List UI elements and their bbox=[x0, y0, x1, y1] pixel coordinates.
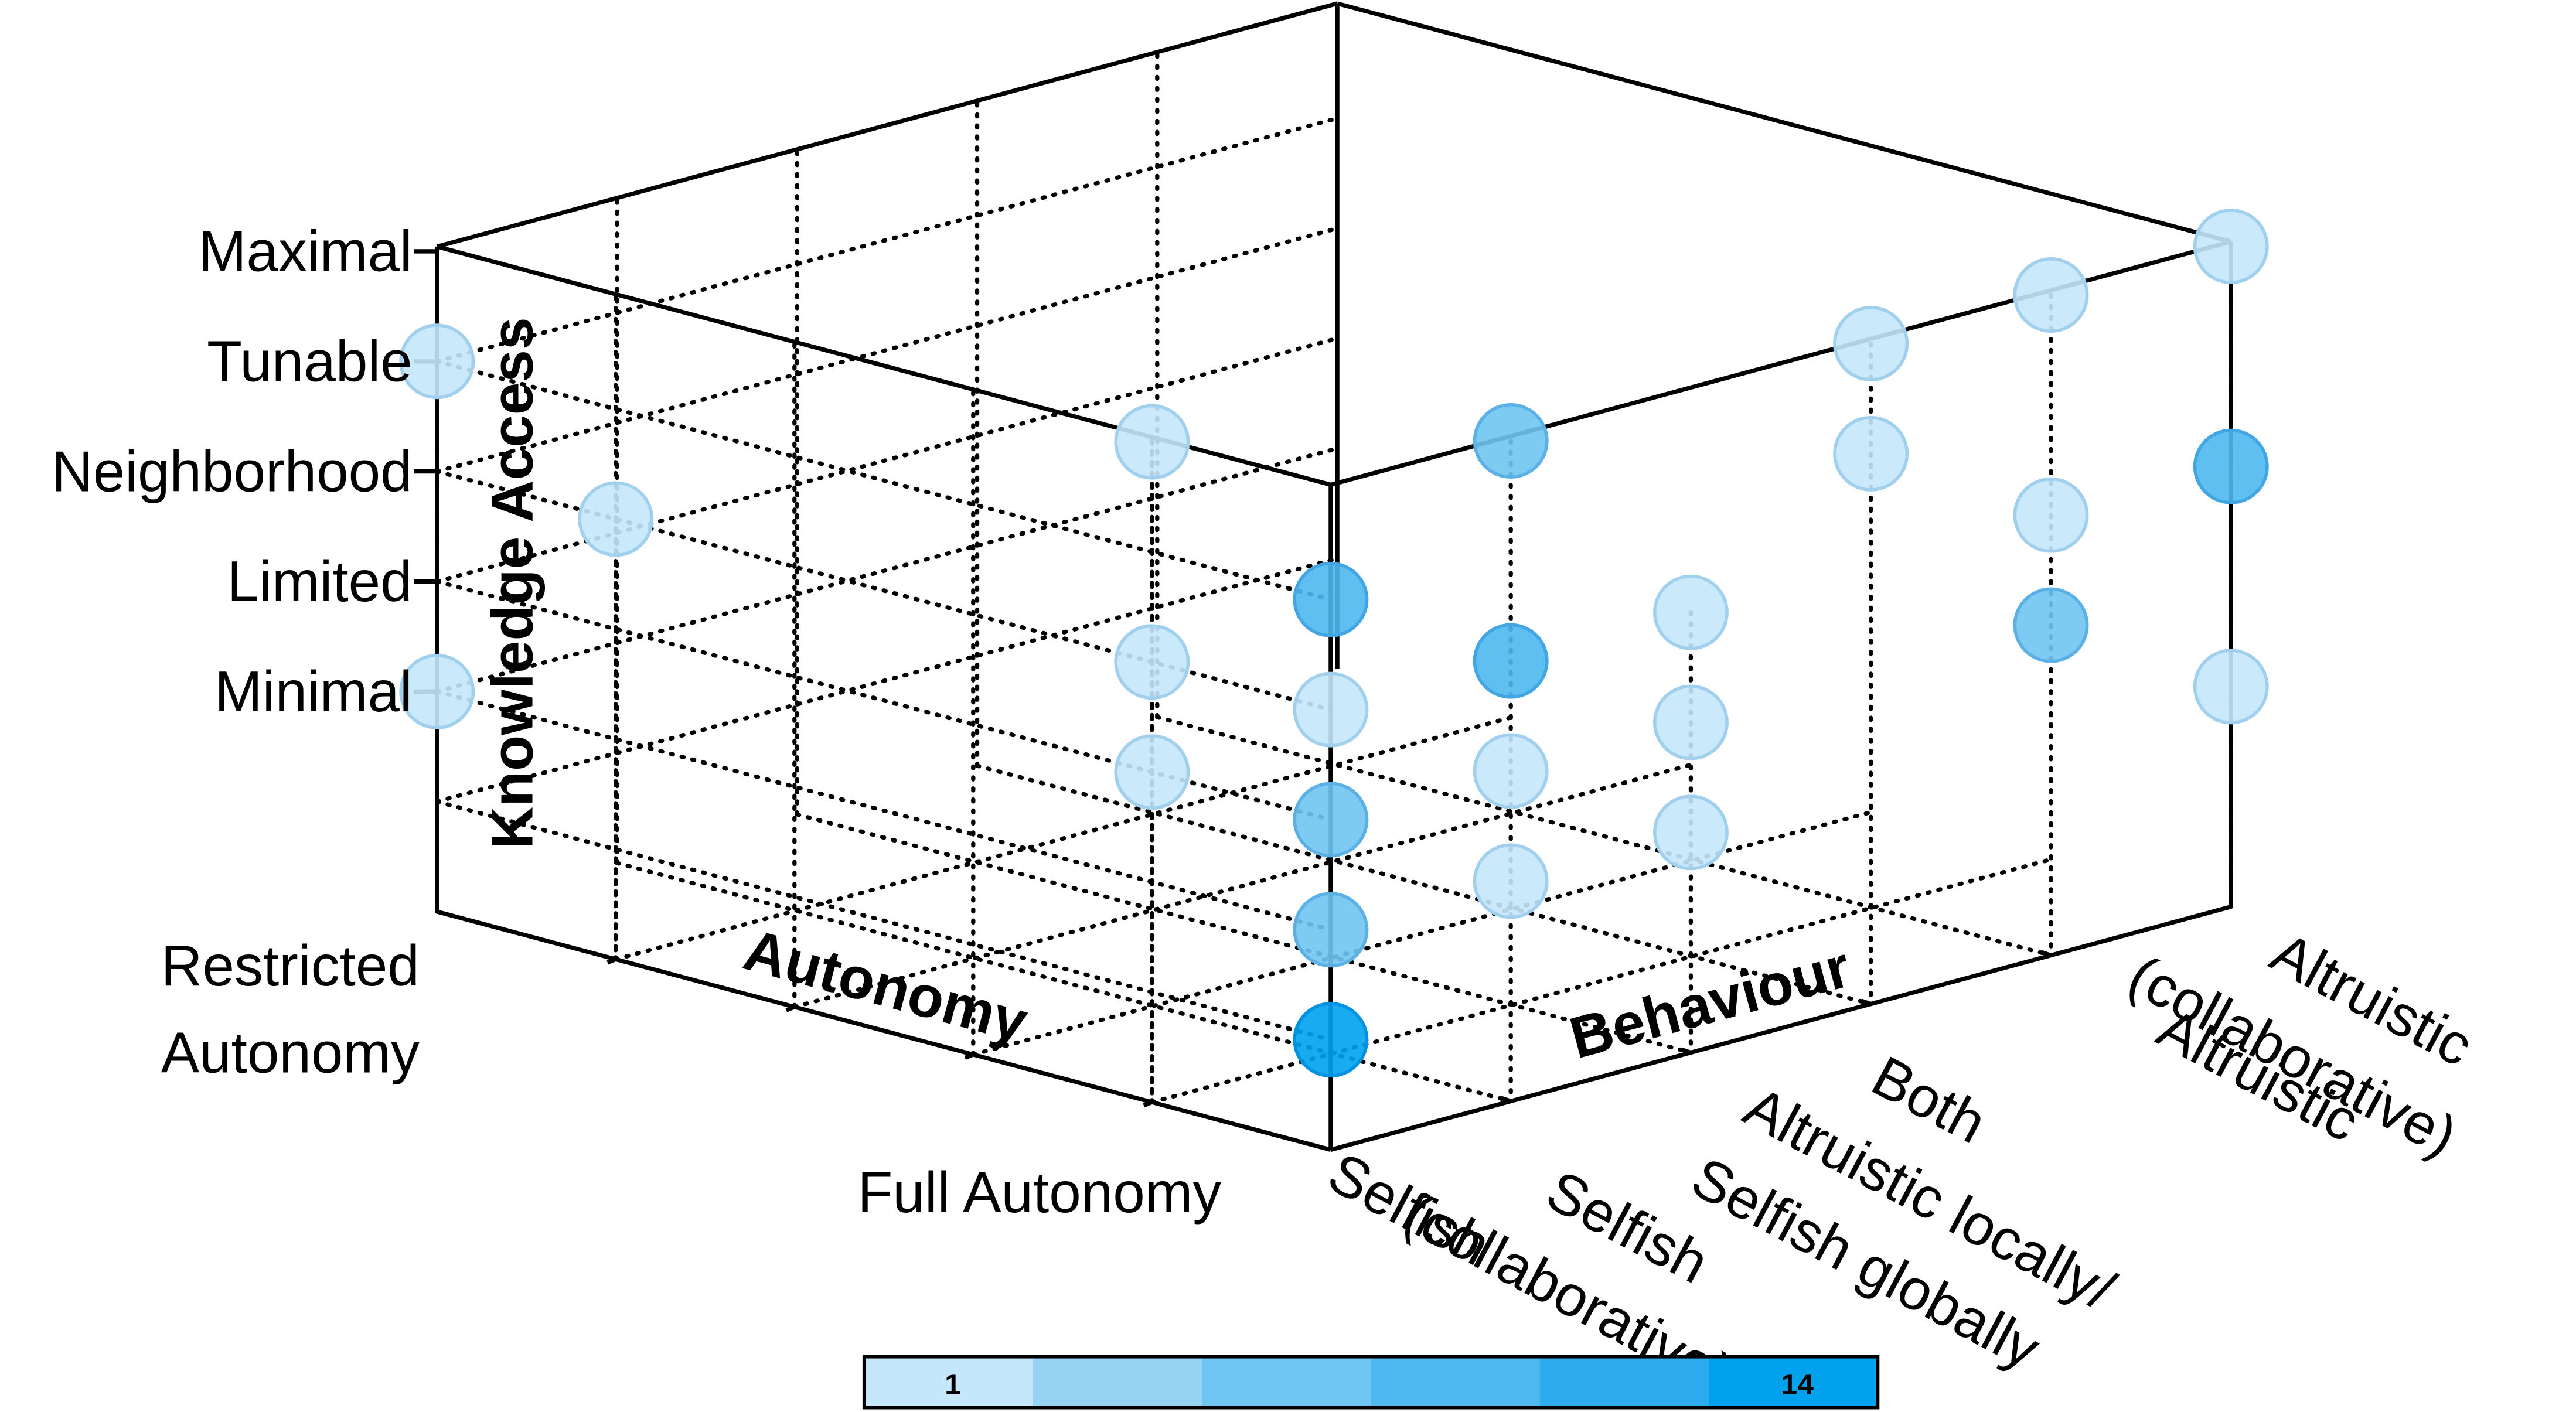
autonomy-tick-label: Restricted bbox=[161, 933, 420, 998]
data-point bbox=[1652, 794, 1729, 871]
data-point bbox=[1293, 671, 1369, 748]
knowledge-axis-title: Knowledge Access bbox=[479, 317, 545, 849]
data-point bbox=[1473, 733, 1549, 809]
grid-line-knowledge-left bbox=[435, 689, 1333, 932]
colorbar-max-label: 14 bbox=[1781, 1368, 1814, 1401]
grid-line-knowledge-left bbox=[435, 579, 1333, 822]
box-edge bbox=[1330, 239, 2232, 487]
data-point bbox=[1473, 843, 1549, 919]
data-point bbox=[2193, 649, 2269, 725]
autonomy-tick-label: Full Autonomy bbox=[857, 1160, 1221, 1225]
grid-line-floor-behaviour bbox=[974, 763, 1873, 1007]
knowledge-tick-label: Limited bbox=[227, 549, 413, 613]
data-point bbox=[1833, 415, 1909, 492]
data-point bbox=[1114, 734, 1190, 810]
grid-line-knowledge-left bbox=[435, 359, 1333, 602]
behaviour-tick bbox=[2040, 950, 2052, 958]
data-point bbox=[1293, 561, 1369, 637]
data-point bbox=[1293, 892, 1369, 968]
data-point bbox=[1473, 403, 1549, 479]
autonomy-tick bbox=[785, 1005, 796, 1012]
grid-line-knowledge-back bbox=[435, 116, 1340, 364]
colorbar-segment bbox=[864, 1356, 1034, 1408]
grid-line-floor-behaviour bbox=[1155, 715, 2053, 958]
grid-line-knowledge-back bbox=[435, 336, 1340, 584]
data-point bbox=[1833, 306, 1909, 381]
data-point bbox=[1293, 782, 1369, 858]
behaviour-tick bbox=[1500, 1096, 1512, 1103]
grid-line-knowledge-back bbox=[435, 446, 1340, 694]
grid-line-knowledge-left bbox=[435, 799, 1333, 1042]
data-point bbox=[2013, 587, 2089, 663]
data-point bbox=[1652, 574, 1729, 650]
data-point bbox=[2193, 428, 2269, 504]
knowledge-tick-label: Tunable bbox=[207, 329, 413, 393]
colorbar-segment bbox=[1371, 1356, 1541, 1408]
behaviour-tick bbox=[1860, 998, 1872, 1007]
grid-line-knowledge-left bbox=[435, 469, 1333, 712]
grid-line-knowledge-back bbox=[435, 556, 1340, 804]
box-edge bbox=[436, 909, 1331, 1152]
grid-line-knowledge-back bbox=[435, 226, 1340, 474]
data-point bbox=[399, 653, 475, 729]
knowledge-tick-label: Neighborhood bbox=[52, 439, 413, 503]
colorbar: 1 14 bbox=[862, 1355, 1880, 1410]
data-point bbox=[1114, 624, 1190, 700]
autonomy-tick-label: Autonomy bbox=[161, 1021, 420, 1085]
behaviour-tick-label: BothAltruistic locally/Selfish globally bbox=[1682, 991, 2166, 1400]
data-point bbox=[1114, 404, 1190, 480]
data-point bbox=[399, 323, 475, 400]
behaviour-axis-title: Behaviour bbox=[1563, 934, 1856, 1072]
autonomy-axis-title: Autonomy bbox=[737, 917, 1034, 1055]
data-point bbox=[1473, 623, 1549, 699]
points bbox=[399, 209, 2269, 1078]
colorbar-segment bbox=[1709, 1356, 1879, 1408]
knowledge-tick-label: Maximal bbox=[199, 219, 413, 284]
data-point bbox=[578, 481, 654, 557]
box-edge bbox=[1330, 905, 2232, 1152]
box-edge bbox=[436, 1, 1338, 249]
grid-line-floor-autonomy bbox=[792, 762, 1697, 1009]
autonomy-tick bbox=[964, 1052, 974, 1060]
colorbar-segment bbox=[1033, 1356, 1203, 1408]
colorbar-segment bbox=[1202, 1356, 1372, 1408]
colorbar-min-label: 1 bbox=[945, 1368, 961, 1401]
grid-line-floor-autonomy bbox=[971, 809, 1876, 1057]
knowledge-tick-label: Minimal bbox=[214, 659, 413, 724]
data-point bbox=[1652, 684, 1729, 760]
axis-labels: Minimal Limited Neighborhood Tunable Maximal… bbox=[52, 219, 2483, 1407]
colorbar-segment bbox=[1539, 1356, 1710, 1408]
data-point bbox=[2193, 209, 2269, 285]
grid-line-floor-behaviour bbox=[615, 861, 1513, 1104]
colorbar-frame bbox=[862, 1355, 1880, 1410]
box-edge bbox=[436, 244, 1331, 487]
grid-line-floor-behaviour bbox=[795, 812, 1694, 1055]
data-point bbox=[2013, 477, 2089, 553]
box-edge bbox=[1337, 1, 2232, 244]
grid-line-floor-autonomy bbox=[614, 714, 1518, 961]
data-point bbox=[1293, 1002, 1369, 1078]
data-point bbox=[2013, 257, 2089, 333]
